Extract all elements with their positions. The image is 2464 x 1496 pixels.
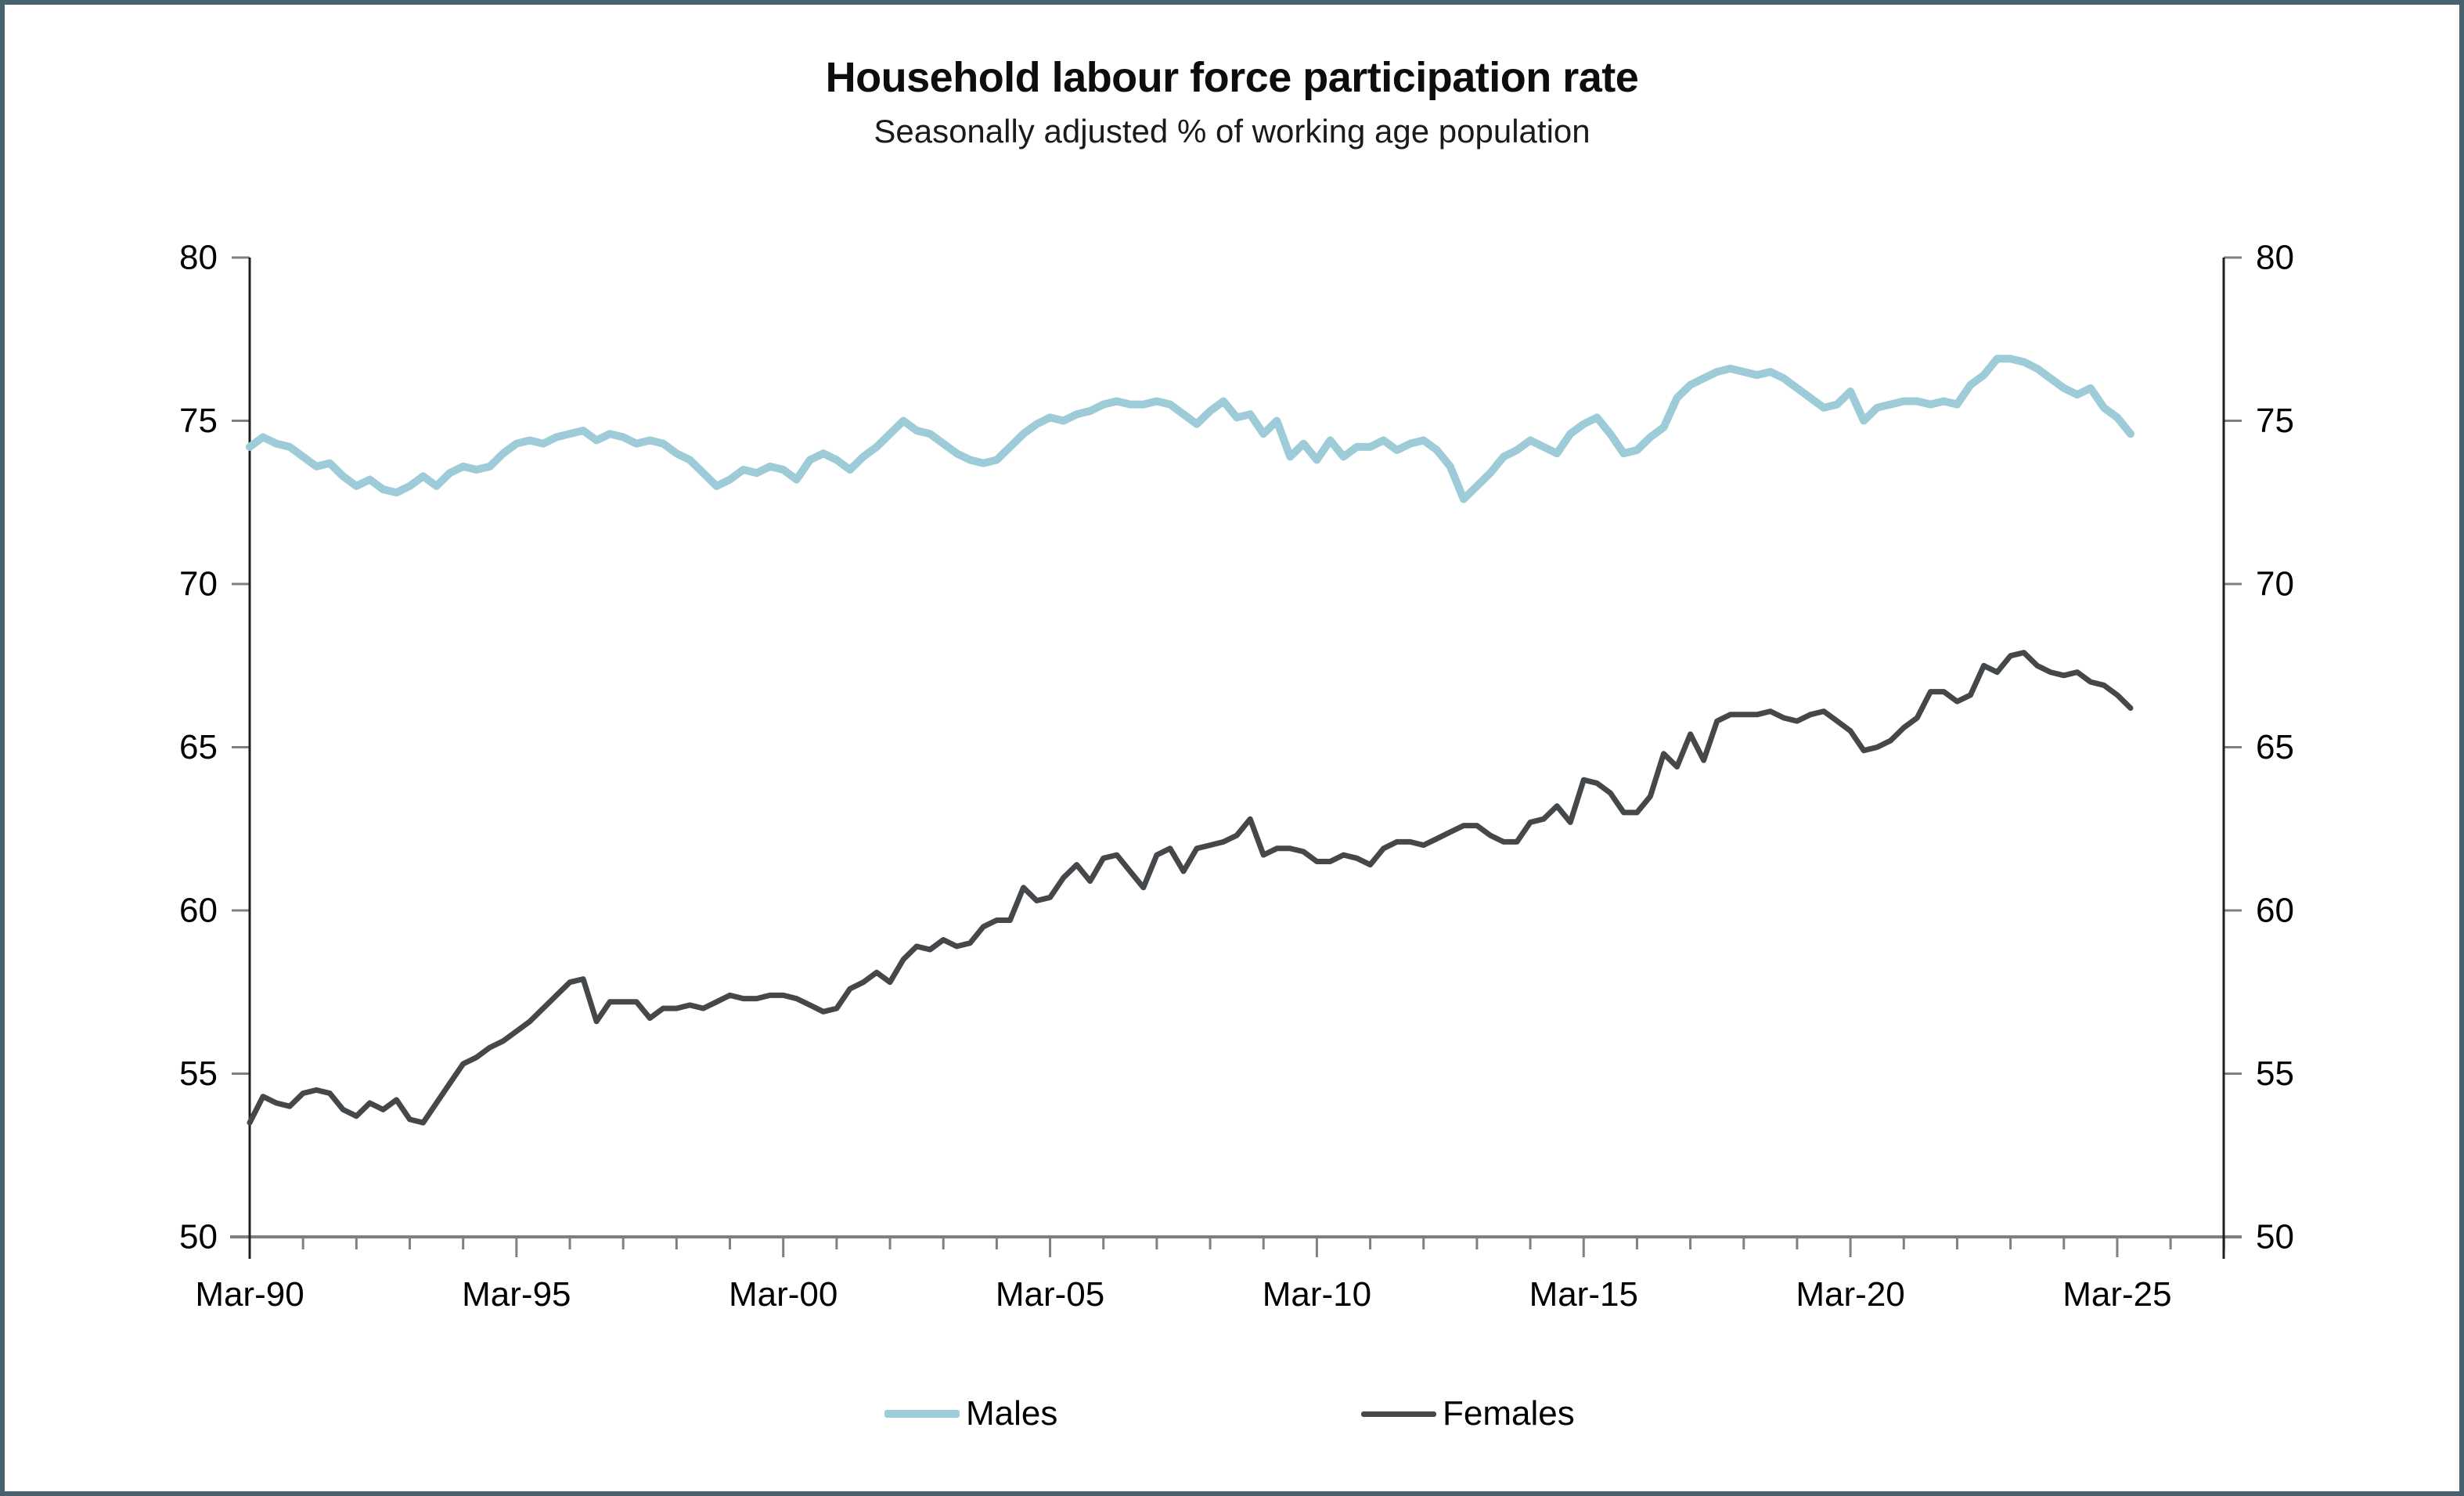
females-line-swatch bbox=[1361, 1411, 1436, 1417]
y-tick-label-right: 80 bbox=[2256, 239, 2294, 277]
males-line-swatch bbox=[884, 1410, 960, 1418]
y-tick-label-right: 60 bbox=[2256, 892, 2294, 930]
y-tick-label-left: 75 bbox=[179, 402, 218, 440]
y-tick-label-left: 65 bbox=[179, 728, 218, 766]
y-tick-label-right: 75 bbox=[2256, 402, 2294, 440]
legend-item-females[interactable]: Females bbox=[1361, 1392, 1575, 1436]
legend-label-males: Males bbox=[966, 1394, 1058, 1433]
y-tick-label-right: 55 bbox=[2256, 1054, 2294, 1093]
x-tick-label: Mar-10 bbox=[1263, 1275, 1371, 1314]
y-tick-label-right: 70 bbox=[2256, 565, 2294, 604]
y-tick-label-right: 50 bbox=[2256, 1218, 2294, 1256]
x-tick-label: Mar-25 bbox=[2062, 1275, 2171, 1314]
males-line bbox=[246, 355, 2134, 503]
y-tick-label-left: 60 bbox=[179, 892, 218, 930]
x-tick-label: Mar-95 bbox=[462, 1275, 571, 1314]
x-tick-label: Mar-15 bbox=[1529, 1275, 1638, 1314]
chart-title: Household labour force participation rat… bbox=[825, 54, 1639, 101]
y-tick-label-left: 70 bbox=[179, 565, 218, 604]
x-tick-label: Mar-00 bbox=[729, 1275, 838, 1314]
chart-subtitle: Seasonally adjusted % of working age pop… bbox=[874, 113, 1590, 150]
x-tick-label: Mar-90 bbox=[195, 1275, 304, 1314]
legend-label-females: Females bbox=[1443, 1394, 1575, 1433]
y-tick-label-right: 65 bbox=[2256, 728, 2294, 766]
x-tick-label: Mar-05 bbox=[996, 1275, 1104, 1314]
y-tick-label-left: 80 bbox=[179, 239, 218, 277]
females-line bbox=[247, 650, 2134, 1126]
participation-rate-line-chart: 50 50 55 55 60 60 65 65 70 70 75 75 80 80 Mar-90 Mar-95… bbox=[179, 239, 2294, 1314]
y-tick-label-left: 55 bbox=[179, 1054, 218, 1093]
y-tick-label-left: 50 bbox=[179, 1218, 218, 1256]
x-tick-label: Mar-20 bbox=[1796, 1275, 1904, 1314]
legend-item-males[interactable]: Males bbox=[884, 1392, 1057, 1436]
